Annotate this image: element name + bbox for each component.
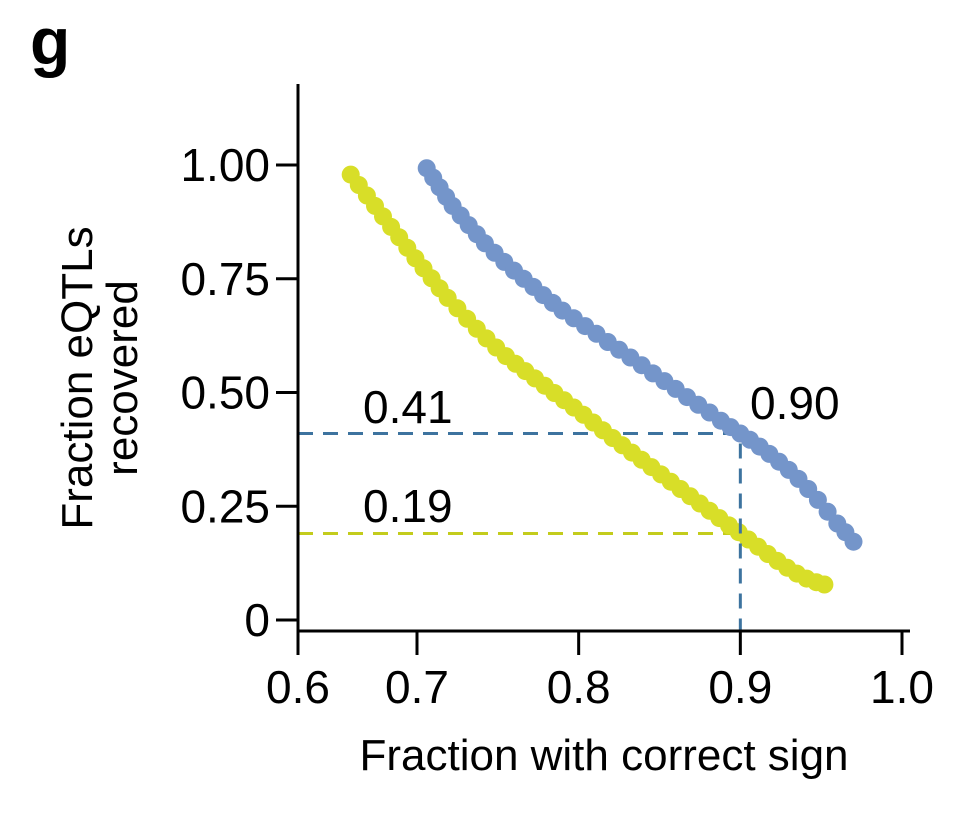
annotation-yellow-recovery-value: 0.19: [363, 480, 453, 532]
y-axis-title-line2: recovered: [98, 280, 147, 476]
y-axis-title-line1: Fraction eQTLs: [53, 226, 102, 529]
x-axis-ticks: 0.6 0.7 0.8 0.9 1.0: [266, 631, 934, 713]
x-tick-label-1.0: 1.0: [870, 661, 934, 713]
yellow-curve: [341, 165, 834, 594]
x-tick-label-0.8: 0.8: [547, 661, 611, 713]
guide-lines-under: [298, 431, 731, 536]
blue-curve-point: [844, 532, 863, 551]
x-axis-title: Fraction with correct sign: [359, 731, 848, 780]
x-tick-label-0.7: 0.7: [385, 661, 449, 713]
annotation-sign-fraction-value: 0.90: [750, 377, 840, 429]
annotation-blue-recovery-value: 0.41: [363, 381, 453, 433]
y-tick-label-0.50: 0.50: [180, 367, 270, 419]
y-tick-label-0: 0: [244, 594, 270, 646]
y-tick-label-0.25: 0.25: [180, 480, 270, 532]
x-tick-label-0.9: 0.9: [708, 661, 772, 713]
y-axis-ticks: 1.00 0.75 0.50 0.25 0: [180, 139, 298, 646]
x-tick-label-0.6: 0.6: [266, 661, 330, 713]
axes: [296, 84, 910, 655]
panel-label: g: [30, 4, 71, 78]
y-tick-label-1.00: 1.00: [180, 139, 270, 191]
annotation-labels: 0.41 0.19 0.90: [363, 377, 840, 532]
y-tick-label-0.75: 0.75: [180, 253, 270, 305]
blue-curve: [417, 159, 863, 551]
data-series: [341, 159, 863, 594]
yellow-curve-point: [815, 575, 834, 594]
